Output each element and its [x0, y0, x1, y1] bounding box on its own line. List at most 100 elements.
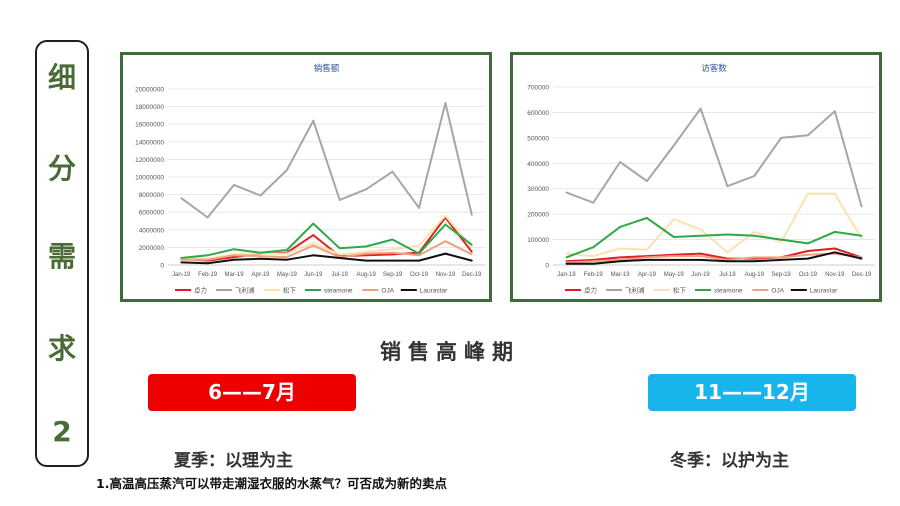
- series-line-卓力: [181, 216, 473, 262]
- series-line-steamone: [566, 217, 862, 259]
- data-point: [699, 228, 702, 231]
- legend-label: 卓力: [194, 286, 207, 295]
- data-point: [391, 170, 394, 173]
- data-point: [753, 175, 756, 177]
- data-point: [259, 194, 262, 197]
- data-point: [592, 201, 595, 204]
- series-line-Laurastar: [181, 252, 473, 265]
- data-point: [619, 247, 621, 250]
- data-point: [753, 234, 756, 237]
- data-point: [807, 192, 809, 195]
- data-point: [444, 102, 447, 104]
- sales-line-chart: 销售额 0 2000000 4000000 6000000 8000000 10000000…: [135, 63, 485, 295]
- y-tick-label: 600000: [527, 110, 549, 117]
- data-point: [807, 250, 809, 252]
- data-point: [312, 119, 315, 122]
- x-tick-label: May-19: [277, 272, 298, 278]
- data-point: [365, 245, 368, 248]
- data-point: [833, 110, 836, 113]
- data-point: [860, 234, 863, 237]
- data-point: [592, 255, 595, 257]
- data-point: [444, 240, 447, 243]
- x-tick-label: Oct-19: [410, 272, 429, 278]
- legend-label: steamone: [714, 288, 743, 295]
- y-tick-label: 6000000: [139, 210, 165, 217]
- data-point: [365, 188, 368, 191]
- legend-label: OJA: [381, 288, 394, 295]
- data-point: [780, 259, 782, 261]
- data-point: [206, 216, 209, 219]
- data-point: [619, 161, 621, 163]
- y-tick-label: 0: [545, 263, 549, 270]
- data-point: [726, 260, 729, 263]
- data-point: [470, 253, 473, 256]
- section-heading: 销售高峰期: [380, 340, 520, 364]
- data-point: [699, 259, 702, 261]
- data-point: [259, 257, 262, 260]
- visitors-line-chart: 访客数 0 100000 200000 300000 400000 500000 600000…: [527, 63, 875, 295]
- y-tick-label: 300000: [527, 186, 549, 193]
- legend-label: 松下: [283, 286, 297, 295]
- sales-chart-panel: 销售额 0 2000000 4000000 6000000 8000000 10000000…: [120, 52, 492, 302]
- legend-label: 飞利浦: [625, 286, 645, 295]
- data-point: [753, 256, 756, 259]
- x-tick-label: Sep-19: [383, 272, 403, 278]
- data-point: [312, 222, 315, 225]
- data-point: [206, 262, 209, 265]
- data-point: [312, 244, 315, 247]
- data-point: [365, 252, 368, 255]
- winter-period-badge: 11——12月: [648, 374, 856, 411]
- data-point: [619, 260, 621, 263]
- data-point: [565, 252, 568, 255]
- data-point: [285, 169, 288, 171]
- data-point: [444, 214, 447, 217]
- data-point: [365, 254, 368, 257]
- data-point: [338, 253, 341, 256]
- legend-label: steamone: [324, 288, 353, 295]
- x-tick-label: Oct-19: [799, 272, 818, 278]
- x-tick-label: Apr-19: [638, 272, 657, 278]
- y-tick-label: 14000000: [135, 139, 164, 146]
- data-point: [833, 231, 836, 233]
- sidebar-char: 2: [52, 415, 72, 448]
- data-point: [233, 254, 235, 257]
- data-point: [470, 213, 473, 216]
- y-tick-label: 4000000: [139, 227, 165, 234]
- y-tick-label: 10000000: [135, 175, 164, 182]
- data-point: [833, 247, 836, 250]
- data-point: [646, 259, 648, 261]
- data-point: [312, 234, 315, 236]
- data-point: [180, 197, 183, 200]
- data-point: [672, 144, 675, 147]
- y-tick-label: 700000: [527, 85, 549, 92]
- x-tick-label: Feb-19: [198, 272, 218, 278]
- series-line-steamone: [181, 222, 473, 259]
- data-point: [285, 258, 288, 261]
- data-point: [233, 258, 235, 261]
- y-tick-label: 500000: [527, 135, 549, 142]
- data-point: [780, 241, 782, 244]
- data-point: [646, 217, 648, 219]
- data-point: [365, 259, 368, 262]
- data-point: [338, 247, 341, 250]
- data-point: [418, 244, 420, 247]
- data-point: [285, 256, 288, 258]
- x-tick-label: Jul-19: [332, 272, 349, 278]
- winter-season-text: 冬季：以护为主: [670, 451, 789, 471]
- data-point: [726, 233, 729, 236]
- data-point: [338, 198, 341, 201]
- series-line-OJA: [181, 240, 473, 261]
- y-tick-label: 18000000: [135, 104, 164, 111]
- data-point: [753, 260, 756, 263]
- data-point: [592, 262, 595, 265]
- data-point: [780, 238, 782, 241]
- data-point: [565, 191, 568, 194]
- data-point: [833, 192, 836, 195]
- data-point: [780, 136, 782, 139]
- x-tick-label: Nov-19: [436, 272, 456, 278]
- legend-label: Laurastar: [810, 288, 838, 295]
- note-text: 1.高温高压蒸汽可以带走潮湿衣服的水蒸气？可否成为新的卖点: [96, 476, 447, 491]
- data-point: [860, 237, 863, 240]
- data-point: [470, 243, 473, 246]
- data-point: [338, 257, 341, 259]
